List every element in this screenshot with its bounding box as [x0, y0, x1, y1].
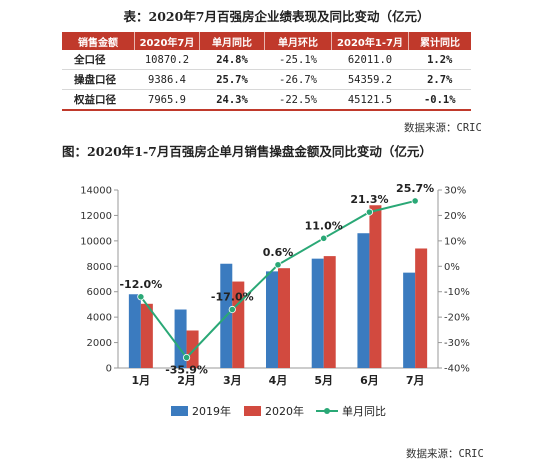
yoy-point [274, 261, 282, 269]
yoy-data-label: -12.0% [119, 278, 162, 291]
left-tick-label: 2000 [87, 338, 112, 349]
left-tick-label: 6000 [87, 287, 112, 298]
yoy-point [137, 293, 145, 301]
bar-2020 [186, 330, 199, 368]
header-cell: 单月环比 [264, 32, 332, 50]
header-cell: 销售金额 [62, 32, 135, 50]
bar-2019 [311, 258, 324, 368]
left-tick-label: 4000 [87, 313, 112, 324]
table-cell: 2.7% [408, 69, 471, 90]
bar-2019 [357, 233, 370, 368]
table-cell: 24.8% [199, 50, 265, 70]
left-tick-label: 0 [106, 364, 112, 375]
right-tick-label: -40% [444, 364, 470, 375]
header-cell: 单月同比 [199, 32, 265, 50]
right-tick-label: 20% [444, 211, 466, 222]
x-tick-label: 7月 [406, 374, 425, 387]
table-source: 数据来源：CRIC [404, 122, 482, 134]
bar-2020 [140, 303, 153, 368]
row-label: 全口径 [62, 50, 135, 70]
yoy-point [365, 208, 374, 216]
table-header-row: 销售金额 2020年7月 单月同比 单月环比 2020年1-7月 累计同比 [62, 32, 471, 50]
table-cell: 54359.2 [331, 69, 409, 90]
yoy-data-label: 21.3% [350, 193, 388, 206]
yoy-point [182, 353, 191, 362]
chart-title: 图：2020年1-7月百强房企单月销售操盘金额及同比变动（亿元） [62, 144, 432, 159]
right-tick-label: -20% [444, 313, 470, 324]
yoy-point [320, 234, 328, 242]
table-cell: -22.5% [264, 89, 332, 111]
row-label: 操盘口径 [62, 69, 135, 90]
bar-2019 [266, 271, 278, 368]
table-cell: 10870.2 [134, 50, 200, 70]
table-cell: 45121.5 [331, 89, 409, 111]
table-cell: 62011.0 [331, 50, 409, 70]
x-tick-label: 2月 [177, 374, 196, 387]
table-cell: 1.2% [408, 50, 471, 70]
table-cell: -25.1% [264, 50, 332, 70]
legend-marker-yoy [324, 408, 330, 414]
table-cell: 7965.9 [134, 89, 200, 111]
legend-label-2020: 2020年 [265, 404, 304, 418]
table-cell: -0.1% [408, 89, 471, 111]
left-tick-label: 12000 [80, 211, 112, 222]
left-tick-label: 14000 [80, 186, 112, 197]
x-tick-label: 3月 [223, 374, 242, 387]
legend-label-2019: 2019年 [192, 404, 231, 418]
right-tick-label: 0% [444, 262, 460, 273]
yoy-point [411, 197, 419, 205]
table-cell: -26.7% [264, 69, 332, 90]
x-tick-label: 5月 [314, 374, 333, 387]
table-row: 全口径 10870.2 24.8% -25.1% 62011.0 1.2% [62, 50, 471, 70]
bar-2020 [232, 281, 245, 368]
bar-2020 [369, 205, 382, 368]
left-tick-label: 10000 [80, 236, 112, 247]
yoy-point [228, 305, 236, 314]
header-cell: 累计同比 [408, 32, 471, 50]
bar-2020 [323, 256, 336, 368]
yoy-data-label: 25.7% [396, 182, 434, 195]
bar-2020 [278, 268, 290, 368]
chart-source: 数据来源：CRIC [406, 448, 484, 460]
legend-swatch-2019 [171, 406, 188, 416]
yoy-data-label: -17.0% [211, 291, 254, 304]
right-tick-label: 10% [444, 236, 466, 247]
left-tick-label: 8000 [87, 262, 112, 273]
bar-2019 [403, 272, 416, 368]
header-cell: 2020年1-7月 [331, 32, 409, 50]
table-title: 表：2020年7月百强房企业绩表现及同比变动（亿元） [123, 9, 430, 24]
legend-label-yoy: 单月同比 [342, 405, 386, 418]
yoy-data-label: 11.0% [305, 219, 343, 232]
yoy-data-label: -35.9% [165, 364, 208, 377]
legend-swatch-2020 [244, 406, 261, 416]
header-cell: 2020年7月 [134, 32, 200, 50]
bar-2019 [128, 294, 141, 368]
table-cell: 25.7% [199, 69, 265, 90]
table-cell: 9386.4 [134, 69, 200, 90]
table-row: 权益口径 7965.9 24.3% -22.5% 45121.5 -0.1% [62, 89, 471, 111]
yoy-data-label: 0.6% [263, 246, 294, 259]
right-tick-label: -30% [444, 338, 470, 349]
kpi-table: 销售金额 2020年7月 单月同比 单月环比 2020年1-7月 累计同比 全口… [62, 32, 471, 111]
right-tick-label: -10% [444, 287, 470, 298]
x-tick-label: 4月 [269, 374, 288, 387]
table-row: 操盘口径 9386.4 25.7% -26.7% 54359.2 2.7% [62, 69, 471, 90]
bar-2020 [415, 248, 428, 368]
x-tick-label: 6月 [360, 374, 379, 387]
row-label: 权益口径 [62, 89, 135, 111]
x-tick-label: 1月 [132, 374, 151, 387]
table-cell: 24.3% [199, 89, 265, 111]
right-tick-label: 30% [444, 186, 466, 197]
